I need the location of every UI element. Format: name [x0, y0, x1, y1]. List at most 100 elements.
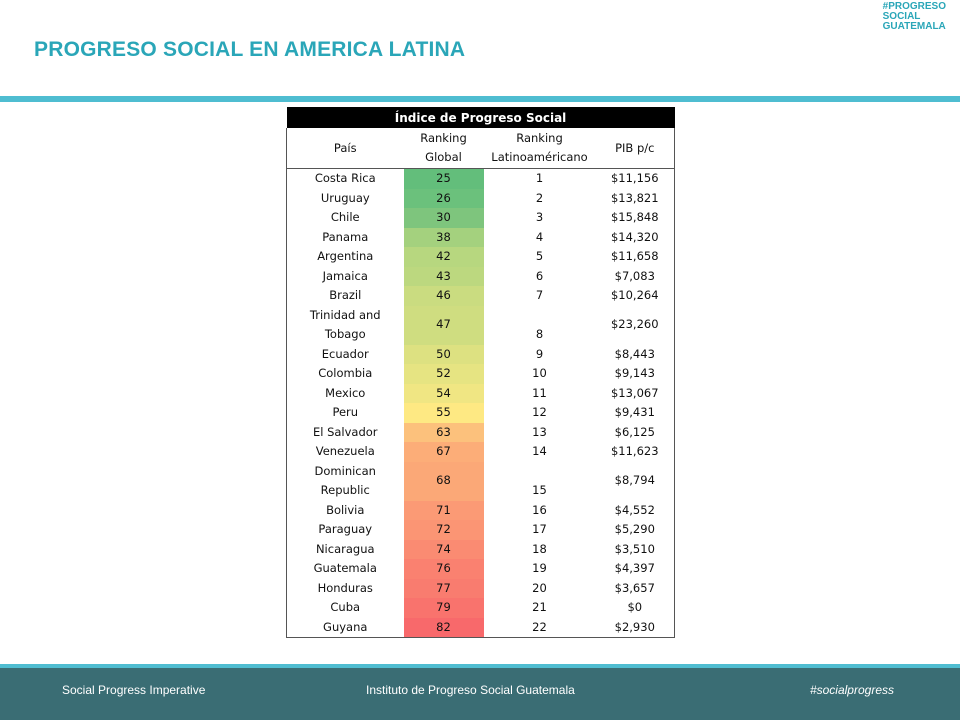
cell-pib: $9,431 [595, 403, 676, 423]
header-latam-line-1: Ranking [516, 131, 563, 145]
cell-pib: $5,290 [595, 520, 676, 540]
cell-latam-rank: 21 [532, 600, 547, 614]
table-row: Dominican Republic 68 15 $8,794 [286, 461, 676, 501]
table-row: Peru 55 12 $9,431 [286, 403, 676, 423]
country-name-line-1: Colombia [318, 366, 373, 380]
footer: Social Progress Imperative Instituto de … [0, 668, 960, 720]
cell-global-rank: 50 [403, 344, 484, 364]
cell-latam-rank: 3 [535, 210, 544, 224]
country-name-line-1: Guyana [323, 619, 368, 634]
cell-country: Honduras [286, 578, 404, 598]
column-header-latam-rank: Ranking Latinoaméricano [483, 128, 596, 169]
cell-latam-rank: 14 [532, 444, 547, 458]
cell-pib: $6,125 [595, 422, 676, 442]
cell-global-rank: 71 [403, 500, 484, 520]
brand-logo: #PROGRESO SOCIAL GUATEMALA [883, 2, 946, 32]
cell-global-rank: 67 [403, 442, 484, 462]
table-row: Ecuador 50 9 $8,443 [286, 344, 676, 364]
cell-latam-rank: 5 [535, 249, 544, 263]
country-name-line-1: Brazil [329, 288, 362, 302]
table-row: Costa Rica 25 1 $11,156 [286, 168, 676, 189]
country-name-line-1: Cuba [330, 600, 361, 614]
cell-country: Panama [286, 227, 404, 247]
cell-global-rank: 30 [403, 208, 484, 228]
cell-pib: $13,067 [595, 383, 676, 403]
cell-latam-rank: 22 [483, 617, 596, 638]
footer-hashtag: #socialprogress [809, 683, 894, 697]
cell-latam-rank: 18 [532, 541, 547, 556]
cell-global-rank: 43 [403, 266, 484, 286]
header-divider [0, 96, 960, 102]
cell-pib: $0 [595, 598, 676, 618]
cell-pib: $2,930 [595, 617, 676, 638]
country-name-line-1: Jamaica [322, 268, 368, 283]
cell-pib: $3,657 [595, 578, 676, 598]
column-header-country: País [286, 128, 404, 169]
cell-global-rank: 52 [403, 364, 484, 384]
table-banner-row: Índice de Progreso Social [286, 107, 675, 128]
cell-latam-rank: 19 [532, 561, 547, 575]
table-row: Argentina 42 5 $11,658 [286, 247, 676, 267]
cell-global-rank: 74 [403, 539, 484, 559]
table-row: Cuba 79 21 $0 [286, 598, 676, 618]
cell-latam-rank: 16 [532, 502, 547, 517]
cell-global-rank: 76 [403, 559, 484, 579]
table-row: Guatemala 76 19 $4,397 [286, 559, 676, 579]
country-name-line-1: Ecuador [321, 346, 369, 361]
cell-country: Argentina [286, 247, 404, 267]
country-name-line-1: Mexico [325, 385, 366, 400]
table-row: Uruguay 26 2 $13,821 [286, 188, 676, 208]
cell-latam-rank: 9 [535, 346, 544, 361]
cell-latam-rank: 1 [535, 171, 544, 185]
cell-country: Chile [286, 208, 404, 228]
footer-institute: Instituto de Progreso Social Guatemala [366, 683, 575, 697]
cell-pib: $8,794 [595, 461, 676, 501]
social-progress-table: Índice de Progreso Social País Ranking G… [286, 107, 676, 638]
cell-country: Guatemala [286, 559, 404, 579]
cell-latam-rank: 2 [535, 190, 544, 205]
cell-latam-rank: 11 [532, 385, 547, 400]
cell-pib: $4,552 [595, 500, 676, 520]
country-name-line-1: Costa Rica [314, 171, 376, 185]
table-row: Honduras 77 20 $3,657 [286, 578, 676, 598]
cell-latam-rank: 10 [532, 366, 547, 380]
table-row: Guyana 82 22 $2,930 [286, 617, 676, 638]
table-row: Panama 38 4 $14,320 [286, 227, 676, 247]
page-title: PROGRESO SOCIAL EN AMERICA LATINA [34, 38, 466, 61]
cell-pib: $11,658 [595, 247, 676, 267]
column-header-global-rank: Ranking Global [403, 128, 484, 169]
cell-global-rank: 77 [403, 578, 484, 598]
logo-line-1: #PROGRESO [882, 1, 946, 12]
country-name-line-1: Peru [332, 405, 359, 419]
cell-country: Cuba [286, 598, 404, 618]
country-name-line-1: El Salvador [312, 424, 378, 439]
cell-pib: $23,260 [595, 305, 676, 345]
cell-global-rank: 82 [403, 617, 484, 638]
cell-pib: $11,156 [595, 168, 676, 189]
country-name-line-1: Dominican [314, 463, 376, 478]
cell-latam-rank: 15 [532, 483, 547, 497]
cell-country: Bolivia [286, 500, 404, 520]
cell-country: Costa Rica [286, 168, 404, 189]
cell-global-rank: 63 [403, 422, 484, 442]
logo-line-2: SOCIAL [882, 11, 921, 22]
cell-pib: $13,821 [595, 188, 676, 208]
cell-global-rank: 55 [403, 403, 484, 423]
table-row: Brazil 46 7 $10,264 [286, 286, 676, 306]
cell-global-rank: 79 [403, 598, 484, 618]
cell-pib: $3,510 [595, 539, 676, 559]
cell-country: Brazil [286, 286, 404, 306]
cell-global-rank: 46 [403, 286, 484, 306]
cell-global-rank: 25 [403, 168, 484, 189]
cell-pib: $8,443 [595, 344, 676, 364]
cell-pib: $10,264 [595, 286, 676, 306]
cell-country: Ecuador [286, 344, 404, 364]
cell-country: Uruguay [286, 188, 404, 208]
cell-global-rank: 47 [403, 305, 484, 345]
cell-global-rank: 54 [403, 383, 484, 403]
cell-latam-rank: 8 [535, 327, 544, 341]
country-name-line-1: Argentina [317, 249, 374, 263]
table-row: El Salvador 63 13 $6,125 [286, 422, 676, 442]
table-row: Jamaica 43 6 $7,083 [286, 266, 676, 286]
cell-pib: $9,143 [595, 364, 676, 384]
